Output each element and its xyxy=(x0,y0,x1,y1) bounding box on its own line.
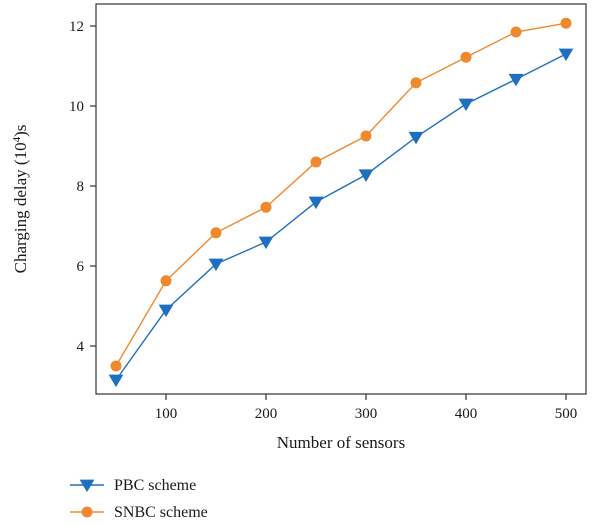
plot-frame xyxy=(95,3,587,395)
data-point-pbc xyxy=(458,98,474,112)
legend: PBC scheme SNBC scheme xyxy=(70,477,208,521)
x-tick-label: 100 xyxy=(155,406,178,422)
data-point-pbc xyxy=(258,236,274,250)
data-point-pbc xyxy=(508,73,524,87)
data-point-pbc xyxy=(308,196,324,210)
data-point-pbc xyxy=(108,374,124,388)
legend-label-snbc: SNBC scheme xyxy=(114,504,208,521)
data-point-snbc xyxy=(210,227,222,239)
data-point-pbc xyxy=(558,48,574,62)
data-point-snbc xyxy=(410,77,422,89)
y-tick-label: 6 xyxy=(77,259,85,275)
data-point-pbc xyxy=(408,131,424,145)
data-point-snbc xyxy=(460,51,472,63)
y-tick-label: 8 xyxy=(77,179,85,195)
y-axis-title-main: Charging delay (10 xyxy=(11,142,30,273)
x-axis: 100 200 300 400 500 xyxy=(155,394,578,422)
series-snbc xyxy=(110,17,572,372)
data-point-snbc xyxy=(360,130,372,142)
legend-item-pbc: PBC scheme xyxy=(70,477,196,494)
data-point-snbc xyxy=(310,156,322,168)
y-axis-title-tail: )s xyxy=(11,125,30,137)
y-tick-label: 12 xyxy=(69,19,84,35)
plot-area: 100 200 300 400 500 4 6 8 10 12 xyxy=(69,3,587,422)
x-tick-label: 500 xyxy=(555,406,578,422)
data-point-snbc xyxy=(110,360,122,372)
y-tick-label: 4 xyxy=(77,339,85,355)
y-tick-label: 10 xyxy=(69,99,84,115)
legend-item-snbc: SNBC scheme xyxy=(70,504,208,521)
data-point-snbc xyxy=(560,17,572,29)
data-point-snbc xyxy=(510,26,522,38)
x-tick-label: 400 xyxy=(455,406,478,422)
legend-marker-snbc xyxy=(81,506,93,518)
data-point-pbc xyxy=(158,304,174,318)
x-tick-label: 200 xyxy=(255,406,278,422)
x-tick-label: 300 xyxy=(355,406,378,422)
y-axis-title: Charging delay (104)s xyxy=(11,125,30,274)
legend-label-pbc: PBC scheme xyxy=(114,477,196,494)
data-point-snbc xyxy=(260,201,272,213)
series-line-snbc xyxy=(115,22,567,367)
series-pbc xyxy=(108,48,574,388)
series-layer xyxy=(108,17,574,388)
data-point-pbc xyxy=(358,169,374,182)
data-point-pbc xyxy=(208,258,224,272)
x-axis-title: Number of sensors xyxy=(277,433,405,452)
y-axis: 4 6 8 10 12 xyxy=(69,19,96,355)
data-point-snbc xyxy=(160,275,172,287)
y-axis-title-superscript: 4 xyxy=(11,136,23,142)
legend-marker-pbc xyxy=(79,479,95,493)
series-line-pbc xyxy=(115,53,567,381)
